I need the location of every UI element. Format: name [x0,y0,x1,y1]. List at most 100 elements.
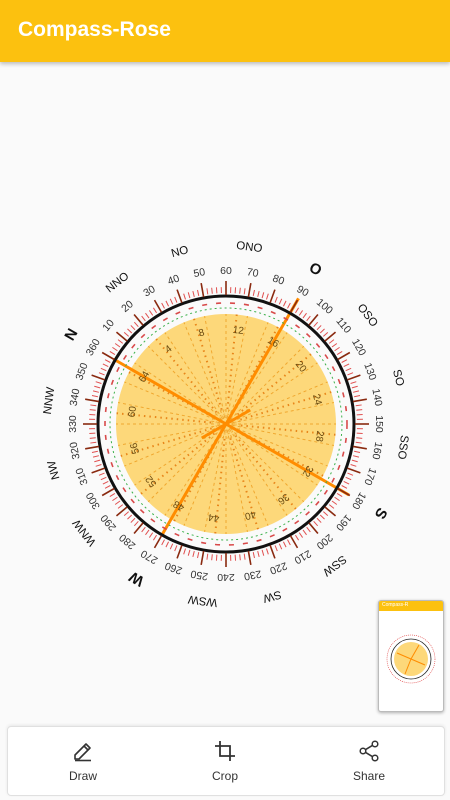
share-button[interactable]: Share [314,727,424,795]
degree-label: 70 [246,266,260,280]
major-tick [85,398,100,403]
tick-mark [145,312,150,319]
tick-mark [89,437,96,439]
degree-label: 20 [119,298,136,315]
major-tick [337,351,351,361]
tick-mark [133,521,139,527]
major-tick [324,506,337,517]
inner-label: 60 [127,405,139,418]
compass-ray [225,408,251,426]
canvas-area[interactable]: 10 20 30 40 50 60 70 80 90 100 110 120 130 140 150 160 1… [0,62,450,722]
major-tick [153,299,163,313]
tick-mark [94,385,101,389]
direction-label: ONO [235,240,263,255]
direction-label: O [306,259,325,280]
tick-mark [206,288,209,295]
compass-spoke [164,428,224,516]
tick-mark [347,372,354,376]
inner-label: 8 [198,327,207,339]
tick-mark [336,350,343,356]
tick-mark [141,315,146,322]
thumbnail-title: Compass-R [382,602,409,608]
degree-label: 80 [271,272,286,287]
inner-label: 4 [163,343,174,355]
tick-mark [282,541,287,548]
degree-label: 170 [361,466,378,487]
compass-spoke [227,322,269,419]
compass-spoke [226,316,248,419]
tick-mark [313,521,319,527]
tick-mark [117,339,124,344]
compass-spoke [124,425,221,467]
tick-mark [323,511,329,517]
major-tick [133,313,144,326]
direction-label: NO [170,244,190,260]
compass-spoke [134,362,222,422]
tick-mark [127,514,133,520]
tick-mark [345,367,352,372]
direction-label: NW [46,459,63,481]
tick-mark [114,343,121,348]
crop-label: Crop [211,769,238,783]
major-tick [101,351,115,361]
tick-mark [90,404,97,407]
compass-spokes [116,314,336,534]
degree-label: 350 [73,361,90,382]
inner-label: 12 [232,325,245,337]
tick-mark [187,292,191,299]
tick-mark [278,298,283,305]
preview-thumbnail[interactable]: Compass-R [378,600,444,712]
center-ring [219,417,233,431]
tick-mark [355,441,362,444]
direction-label: NNW [42,386,58,415]
major-tick [269,289,276,304]
compass-ray [201,422,227,440]
tick-mark [123,331,129,337]
degree-label: 330 [67,415,79,433]
major-tick [352,398,367,403]
compass-spoke [228,428,288,516]
tick-mark [192,550,195,558]
degree-label: 240 [217,571,235,583]
direction-label: SSO [395,434,410,460]
inner-label: 56 [128,441,142,455]
tick-mark [334,496,340,502]
major-tick [269,544,276,559]
tick-mark [130,517,136,523]
tick-mark [104,485,111,489]
compass-spoke [228,332,288,420]
crop-button[interactable]: Crop [170,727,280,795]
direction-label: SW [261,588,282,604]
tick-mark [183,293,186,300]
compass-spoke [231,381,328,423]
draw-button[interactable]: Draw [28,727,138,795]
degree-label: 280 [117,531,138,552]
major-tick [176,544,183,559]
major-tick [308,522,319,535]
tick-mark [347,472,354,476]
tick-mark [302,529,307,536]
crop-icon [215,741,235,761]
compass-spoke [147,345,223,421]
compass-spoke [183,322,225,419]
tick-mark [282,300,287,307]
tick-mark [252,289,255,296]
major-tick [91,374,106,381]
bottom-toolbar: Draw Crop Share [7,726,445,796]
tick-mark [354,450,361,453]
degree-label: 360 [84,337,103,358]
inner-label: 40 [243,508,257,522]
degree-label: 180 [349,490,368,511]
tick-mark [130,325,136,331]
compass-ray [160,423,228,536]
degree-label: 10 [100,317,117,334]
tick-mark [169,298,174,305]
red-ring [104,302,348,546]
tick-mark [90,441,97,444]
tick-mark [206,553,209,560]
inner-label: 32 [300,463,315,479]
compass-spoke [204,316,226,419]
tick-mark [266,293,269,300]
